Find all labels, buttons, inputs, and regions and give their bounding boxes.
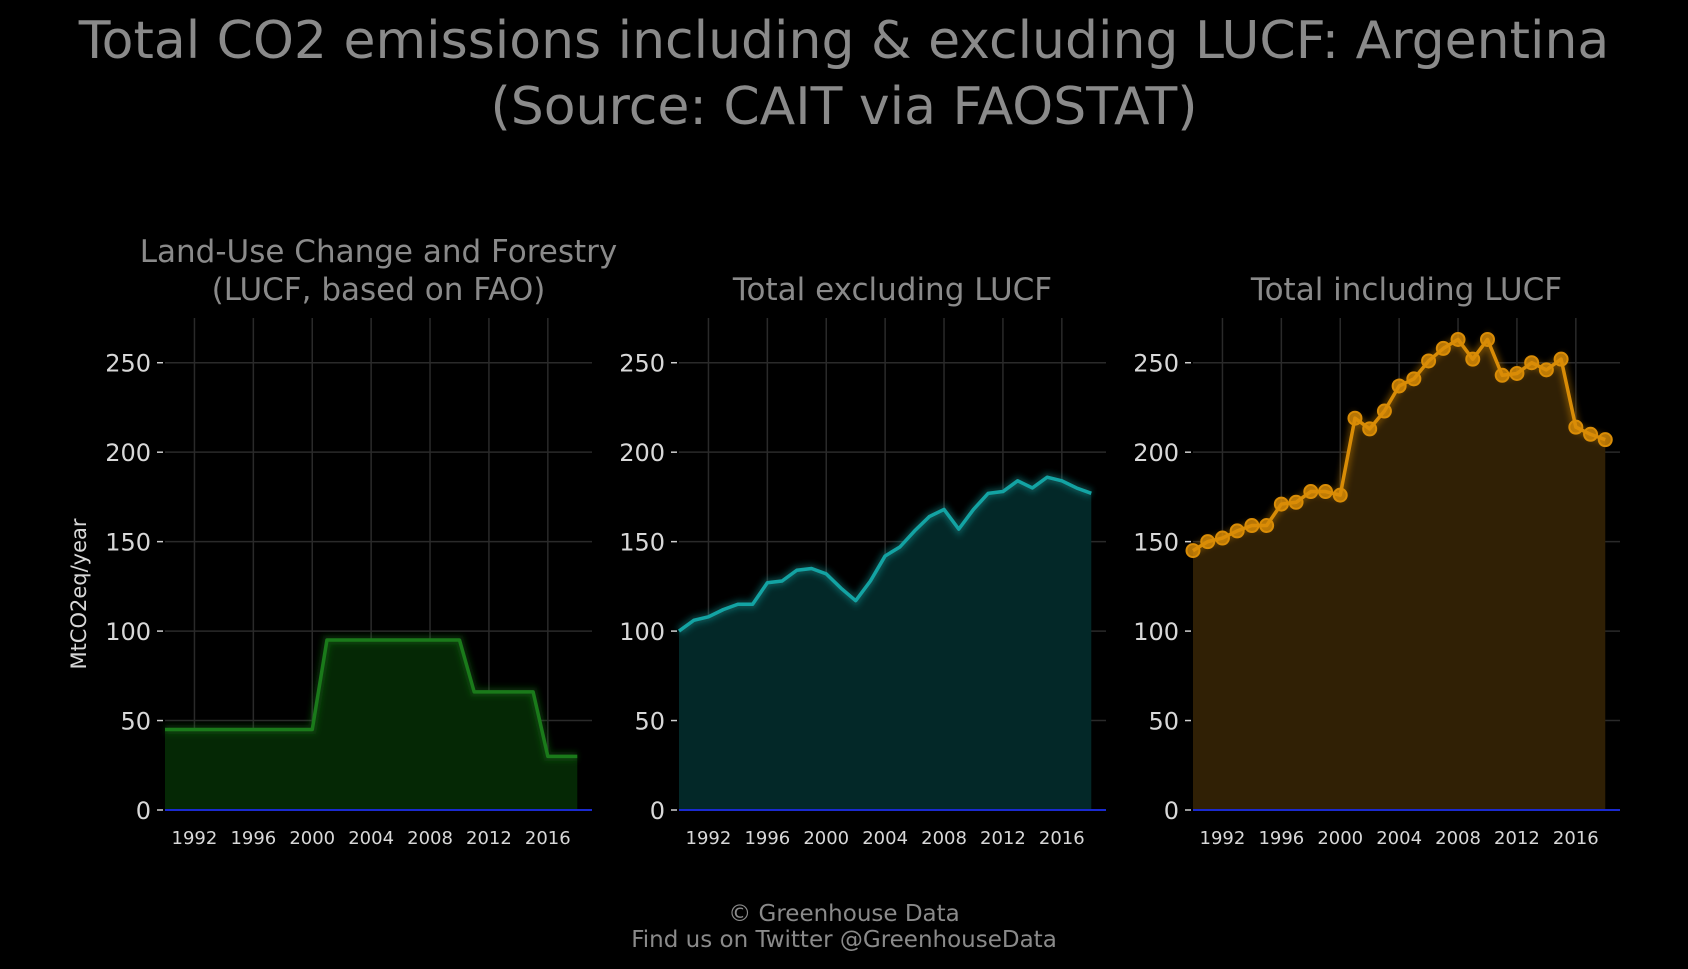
chart-title: Total CO2 emissions including & excludin… <box>78 11 1610 71</box>
panel-title: Total excluding LUCF <box>732 272 1052 308</box>
data-point <box>1288 494 1304 510</box>
y-tick-label: 250 <box>105 350 151 378</box>
x-tick-label: 2004 <box>1376 828 1422 849</box>
data-point <box>1376 403 1392 419</box>
x-tick-label: 1992 <box>172 828 218 849</box>
data-point <box>1332 487 1348 503</box>
series-line <box>165 638 578 759</box>
chart-panel-2: Total excluding LUCF 0 50 100 150 200 250 1992 1… <box>619 272 1106 849</box>
y-tick-label: 150 <box>1133 529 1179 557</box>
series-area <box>1193 339 1606 810</box>
x-tick-label: 1992 <box>1200 828 1246 849</box>
data-point <box>1259 518 1275 534</box>
y-tick-label: 0 <box>650 797 665 825</box>
chart-panel-1: Land-Use Change and Forestry(LUCF, based… <box>67 234 617 849</box>
panel-title: Total including LUCF <box>1250 272 1562 308</box>
data-point <box>1391 378 1407 394</box>
series-line <box>677 475 1092 633</box>
x-tick-label: 2000 <box>1317 828 1363 849</box>
y-tick-label: 200 <box>105 439 151 467</box>
footer-twitter: Find us on Twitter @GreenhouseData <box>631 927 1057 953</box>
y-tick-label: 200 <box>1133 439 1179 467</box>
data-point <box>1362 421 1378 437</box>
series-area <box>679 477 1092 810</box>
y-tick-label: 200 <box>619 439 665 467</box>
chart-panel-3: Total including LUCF 0 50 100 150 200 250 1992 1… <box>1133 272 1620 849</box>
data-point <box>1597 432 1613 448</box>
series-area <box>165 640 578 810</box>
x-tick-label: 2000 <box>803 828 849 849</box>
data-point <box>1583 426 1599 442</box>
y-tick-label: 150 <box>105 529 151 557</box>
data-point <box>1229 523 1245 539</box>
x-tick-label: 2016 <box>1553 828 1599 849</box>
data-point <box>1524 355 1540 371</box>
y-tick-label: 50 <box>1148 708 1179 736</box>
data-point <box>1465 351 1481 367</box>
x-tick-label: 2012 <box>466 828 512 849</box>
y-tick-label: 50 <box>120 708 151 736</box>
panel-title: Land-Use Change and Forestry <box>140 234 618 270</box>
y-axis-label: MtCO2eq/year <box>67 518 91 669</box>
data-point <box>1568 419 1584 435</box>
x-tick-label: 1996 <box>230 828 276 849</box>
y-tick-label: 100 <box>1133 618 1179 646</box>
y-tick-label: 0 <box>1164 797 1179 825</box>
y-tick-label: 0 <box>136 797 151 825</box>
y-tick-label: 50 <box>634 708 665 736</box>
data-point <box>1494 367 1510 383</box>
x-tick-label: 2008 <box>921 828 967 849</box>
data-point <box>1318 484 1334 500</box>
data-point <box>1509 365 1525 381</box>
data-point <box>1200 534 1216 550</box>
x-tick-label: 2004 <box>862 828 908 849</box>
chart-subtitle: (Source: CAIT via FAOSTAT) <box>490 77 1198 137</box>
x-tick-label: 1992 <box>686 828 732 849</box>
y-tick-label: 250 <box>1133 350 1179 378</box>
x-tick-label: 2008 <box>407 828 453 849</box>
y-tick-label: 250 <box>619 350 665 378</box>
data-point <box>1303 484 1319 500</box>
x-tick-label: 2004 <box>348 828 394 849</box>
y-tick-label: 150 <box>619 529 665 557</box>
data-point <box>1421 353 1437 369</box>
data-point <box>1538 362 1554 378</box>
x-tick-label: 2012 <box>980 828 1026 849</box>
data-point <box>1479 331 1495 347</box>
footer-copyright: © Greenhouse Data <box>728 901 960 927</box>
x-tick-label: 2012 <box>1494 828 1540 849</box>
x-tick-label: 2016 <box>1039 828 1085 849</box>
data-point <box>1214 530 1230 546</box>
y-tick-label: 100 <box>619 618 665 646</box>
data-point <box>1273 496 1289 512</box>
x-tick-label: 2008 <box>1435 828 1481 849</box>
data-point <box>1435 340 1451 356</box>
data-point <box>1450 331 1466 347</box>
x-tick-label: 2016 <box>525 828 571 849</box>
data-point <box>1406 371 1422 387</box>
x-tick-label: 1996 <box>744 828 790 849</box>
y-tick-label: 100 <box>105 618 151 646</box>
data-point <box>1185 543 1201 559</box>
data-point <box>1553 351 1569 367</box>
x-tick-label: 2000 <box>289 828 335 849</box>
data-point <box>1347 410 1363 426</box>
data-point <box>1244 518 1260 534</box>
x-tick-label: 1996 <box>1258 828 1304 849</box>
panel-title: (LUCF, based on FAO) <box>212 272 546 308</box>
